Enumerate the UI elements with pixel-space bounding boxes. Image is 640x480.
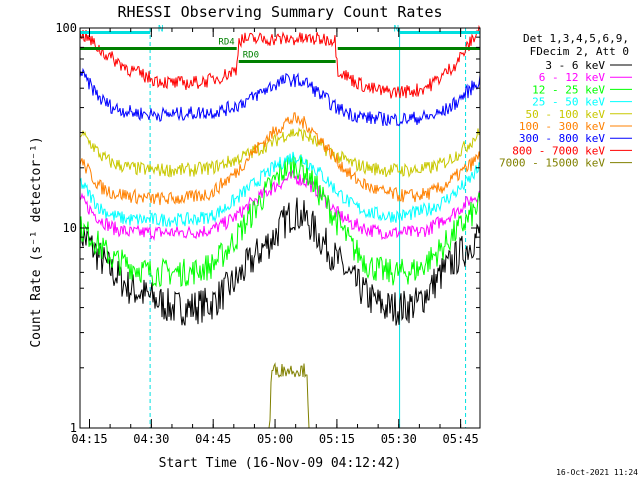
legend-label: 7000 - 15000 keV	[499, 157, 605, 170]
legend-label: 100 - 300 keV	[519, 120, 605, 133]
series-line	[79, 197, 481, 326]
series-line	[79, 24, 481, 99]
legend-label: 6 - 12 keV	[539, 71, 606, 84]
x-axis-label: Start Time (16-Nov-09 04:12:42)	[159, 456, 402, 471]
x-tick-label: 04:45	[195, 432, 231, 446]
legend-label: 300 - 800 keV	[519, 132, 605, 145]
x-tick-label: 05:00	[257, 432, 293, 446]
x-tick-label: 05:15	[319, 432, 355, 446]
legend-label: 3 - 6 keV	[545, 59, 605, 72]
annotation-label: N	[394, 24, 399, 34]
y-tick-label: 10	[63, 221, 77, 235]
series-line	[79, 151, 481, 227]
series-line	[79, 154, 481, 288]
generation-timestamp: 16-Oct-2021 11:24	[556, 468, 638, 477]
y-tick-label: 1	[70, 421, 77, 435]
series-line	[79, 127, 481, 178]
legend-header-line-1: Det 1,3,4,5,6,9,	[523, 32, 629, 45]
annotation-label: N	[158, 24, 163, 34]
x-tick-label: 04:30	[133, 432, 169, 446]
series-line	[79, 112, 481, 206]
annotation-label: RD0	[243, 50, 259, 60]
legend-label: 25 - 50 keV	[532, 96, 605, 109]
chart-title: RHESSI Observing Summary Count Rates	[117, 3, 442, 21]
legend-label: 800 - 7000 keV	[512, 144, 605, 157]
series-line	[80, 362, 480, 429]
y-axis-label: Count Rate (s⁻¹ detector⁻¹)	[29, 136, 44, 347]
legend-label: 50 - 100 keV	[526, 108, 606, 121]
series-line	[79, 67, 481, 127]
x-tick-label: 05:45	[443, 432, 479, 446]
legend-header-line-2: FDecim 2, Att 0	[530, 45, 629, 58]
x-tick-label: 04:15	[71, 432, 107, 446]
legend-label: 12 - 25 keV	[532, 83, 605, 96]
y-tick-label: 100	[55, 21, 77, 35]
x-tick-label: 05:30	[381, 432, 417, 446]
series-line	[79, 168, 481, 242]
annotation-label: RD4	[218, 37, 234, 47]
